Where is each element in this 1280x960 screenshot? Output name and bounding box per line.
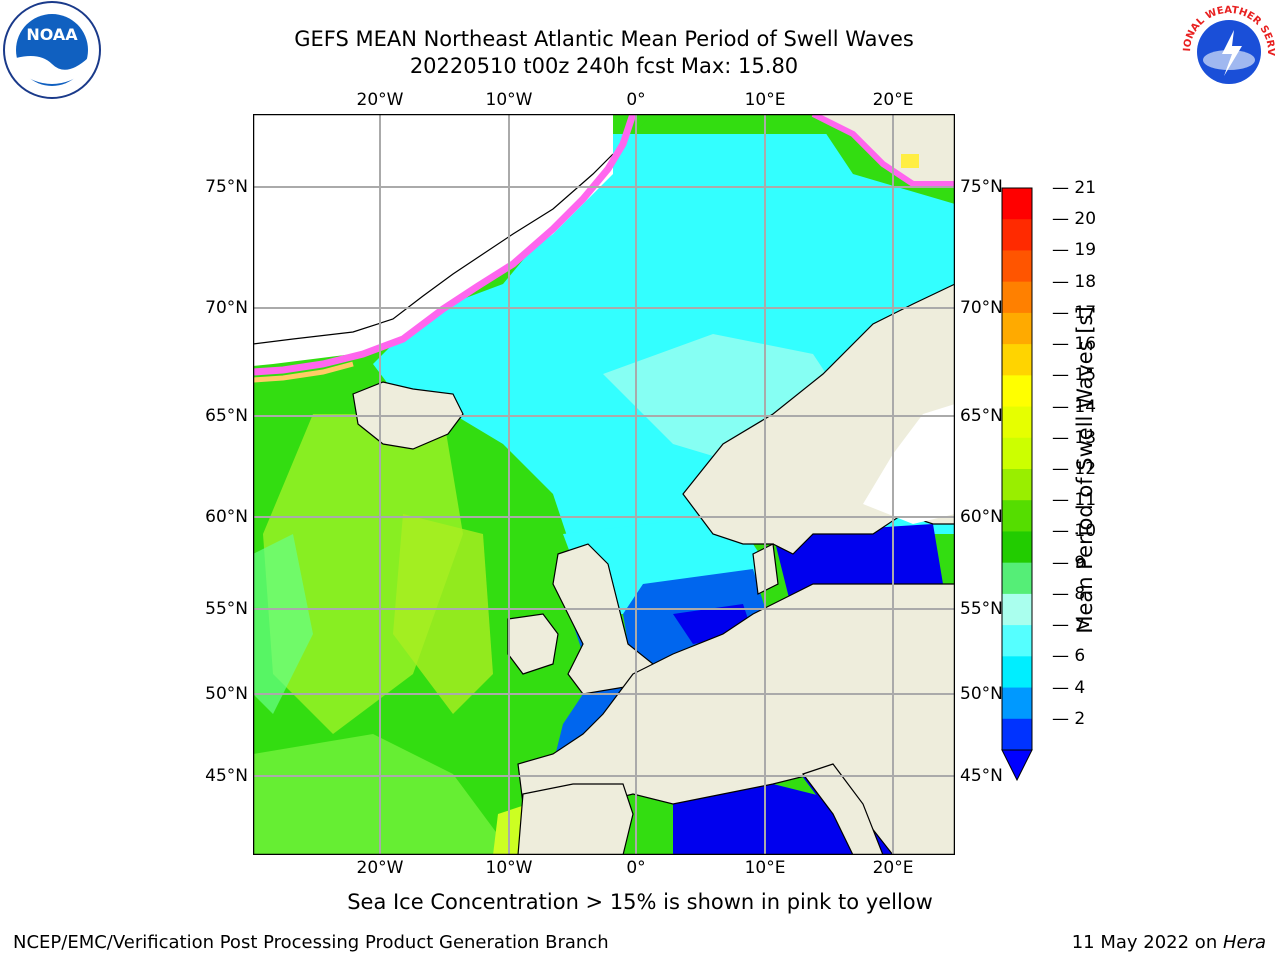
- colorbar-tick-label: — 19: [1052, 240, 1097, 261]
- colorbar-tick-label: — 10: [1052, 521, 1097, 542]
- colorbar-segment: [1002, 593, 1032, 626]
- footer-machine: Hera: [1222, 932, 1266, 953]
- lat-tick-right: 75°N: [960, 177, 1003, 197]
- colorbar-segment: [1002, 312, 1032, 345]
- lat-tick-right: 65°N: [960, 406, 1003, 426]
- colorbar-tick-label: — 20: [1052, 209, 1097, 230]
- footer-credit: NCEP/EMC/Verification Post Processing Pr…: [13, 932, 609, 953]
- colorbar-tick-label: — 11: [1052, 490, 1097, 511]
- lon-tick-top: 10°W: [485, 90, 533, 110]
- noaa-logo: NOAA: [0, 0, 104, 104]
- colorbar-tick-label: — 15: [1052, 365, 1097, 386]
- lat-tick-left: 75°N: [205, 177, 248, 197]
- colorbar-segment: [1002, 281, 1032, 314]
- colorbar-segment: [1002, 500, 1032, 532]
- colorbar-tick-label: — 7: [1052, 615, 1086, 636]
- colorbar-label: Mean Period of Swell Waves [s]: [1073, 306, 1097, 634]
- colorbar-segment: [1002, 469, 1032, 501]
- chart-subtitle: 20220510 t00z 240h fcst Max: 15.80: [409, 54, 799, 78]
- colorbar-tick-label: — 21: [1052, 178, 1097, 198]
- colorbar-segment: [1002, 219, 1032, 251]
- colorbar-segment: [1002, 437, 1032, 470]
- chart-title: GEFS MEAN Northeast Atlantic Mean Period…: [294, 27, 914, 51]
- lat-tick-left: 50°N: [205, 684, 248, 704]
- lat-tick-left: 65°N: [205, 406, 248, 426]
- lon-tick-bottom: 10°W: [485, 858, 533, 878]
- colorbar-segment: [1002, 406, 1032, 439]
- map-panel: [252, 111, 956, 856]
- colorbar-border: [1001, 187, 1033, 751]
- lon-tick-bottom: 10°E: [744, 858, 786, 878]
- footer-date-text: 11 May 2022 on: [1071, 932, 1223, 953]
- colorbar: [1000, 186, 1050, 786]
- colorbar-tick-label: — 16: [1052, 334, 1097, 355]
- sea-ice-caption: Sea Ice Concentration > 15% is shown in …: [347, 890, 933, 914]
- lon-tick-bottom: 20°W: [356, 858, 404, 878]
- colorbar-tick-label: — 8: [1052, 583, 1086, 604]
- colorbar-segment: [1002, 718, 1032, 751]
- colorbar-tick-label: — 14: [1052, 396, 1097, 417]
- nws-logo: NATIONAL WEATHER SERVICE: [1174, 0, 1280, 102]
- colorbar-svg: [1001, 187, 1033, 782]
- lon-tick-top: 10°E: [744, 90, 786, 110]
- lat-tick-right: 55°N: [960, 599, 1003, 619]
- colorbar-segment: [1002, 656, 1032, 689]
- lon-tick-bottom: 0°: [626, 858, 646, 878]
- colorbar-ticks: — 21 — 20 — 19 — 18 — 17 — 16 — 15 — 14 — 13 — 12…: [1052, 178, 1096, 786]
- colorbar-tick-label: — 2: [1052, 708, 1086, 729]
- colorbar-tick-label: — 18: [1052, 271, 1097, 292]
- colorbar-segment: [1002, 375, 1032, 408]
- lat-tick-right: 45°N: [960, 766, 1003, 786]
- lon-tick-top: 20°E: [872, 90, 914, 110]
- colorbar-segment: [1002, 188, 1032, 220]
- lon-tick-top: 20°W: [356, 90, 404, 110]
- colorbar-tick-label: — 4: [1052, 677, 1086, 698]
- lon-tick-bottom: 20°E: [872, 858, 914, 878]
- colorbar-tick-label: — 13: [1052, 427, 1097, 448]
- footer-date: 11 May 2022 on Hera: [1072, 932, 1266, 953]
- lon-tick-top: 0°: [626, 90, 646, 110]
- swell-period-map: [252, 111, 956, 856]
- lat-tick-left: 45°N: [205, 766, 248, 786]
- colorbar-segment: [1002, 344, 1032, 376]
- lat-tick-right: 70°N: [960, 298, 1003, 318]
- lat-tick-right: 60°N: [960, 507, 1003, 527]
- lat-tick-right: 50°N: [960, 684, 1003, 704]
- colorbar-tick-label: — 17: [1052, 302, 1097, 323]
- lat-tick-left: 55°N: [205, 599, 248, 619]
- noaa-logo-text: NOAA: [26, 25, 78, 44]
- colorbar-tick-label: — 12: [1052, 459, 1097, 479]
- colorbar-segment: [1002, 562, 1032, 595]
- lat-tick-left: 70°N: [205, 298, 248, 318]
- colorbar-segment: [1002, 531, 1032, 564]
- lat-tick-left: 60°N: [205, 507, 248, 527]
- colorbar-segment: [1002, 625, 1032, 657]
- colorbar-tick-label: — 9: [1052, 552, 1086, 573]
- colorbar-segment: [1002, 687, 1032, 720]
- colorbar-extend-arrow: [1001, 749, 1033, 782]
- colorbar-tick-label: — 6: [1052, 646, 1086, 667]
- colorbar-segment: [1002, 250, 1032, 283]
